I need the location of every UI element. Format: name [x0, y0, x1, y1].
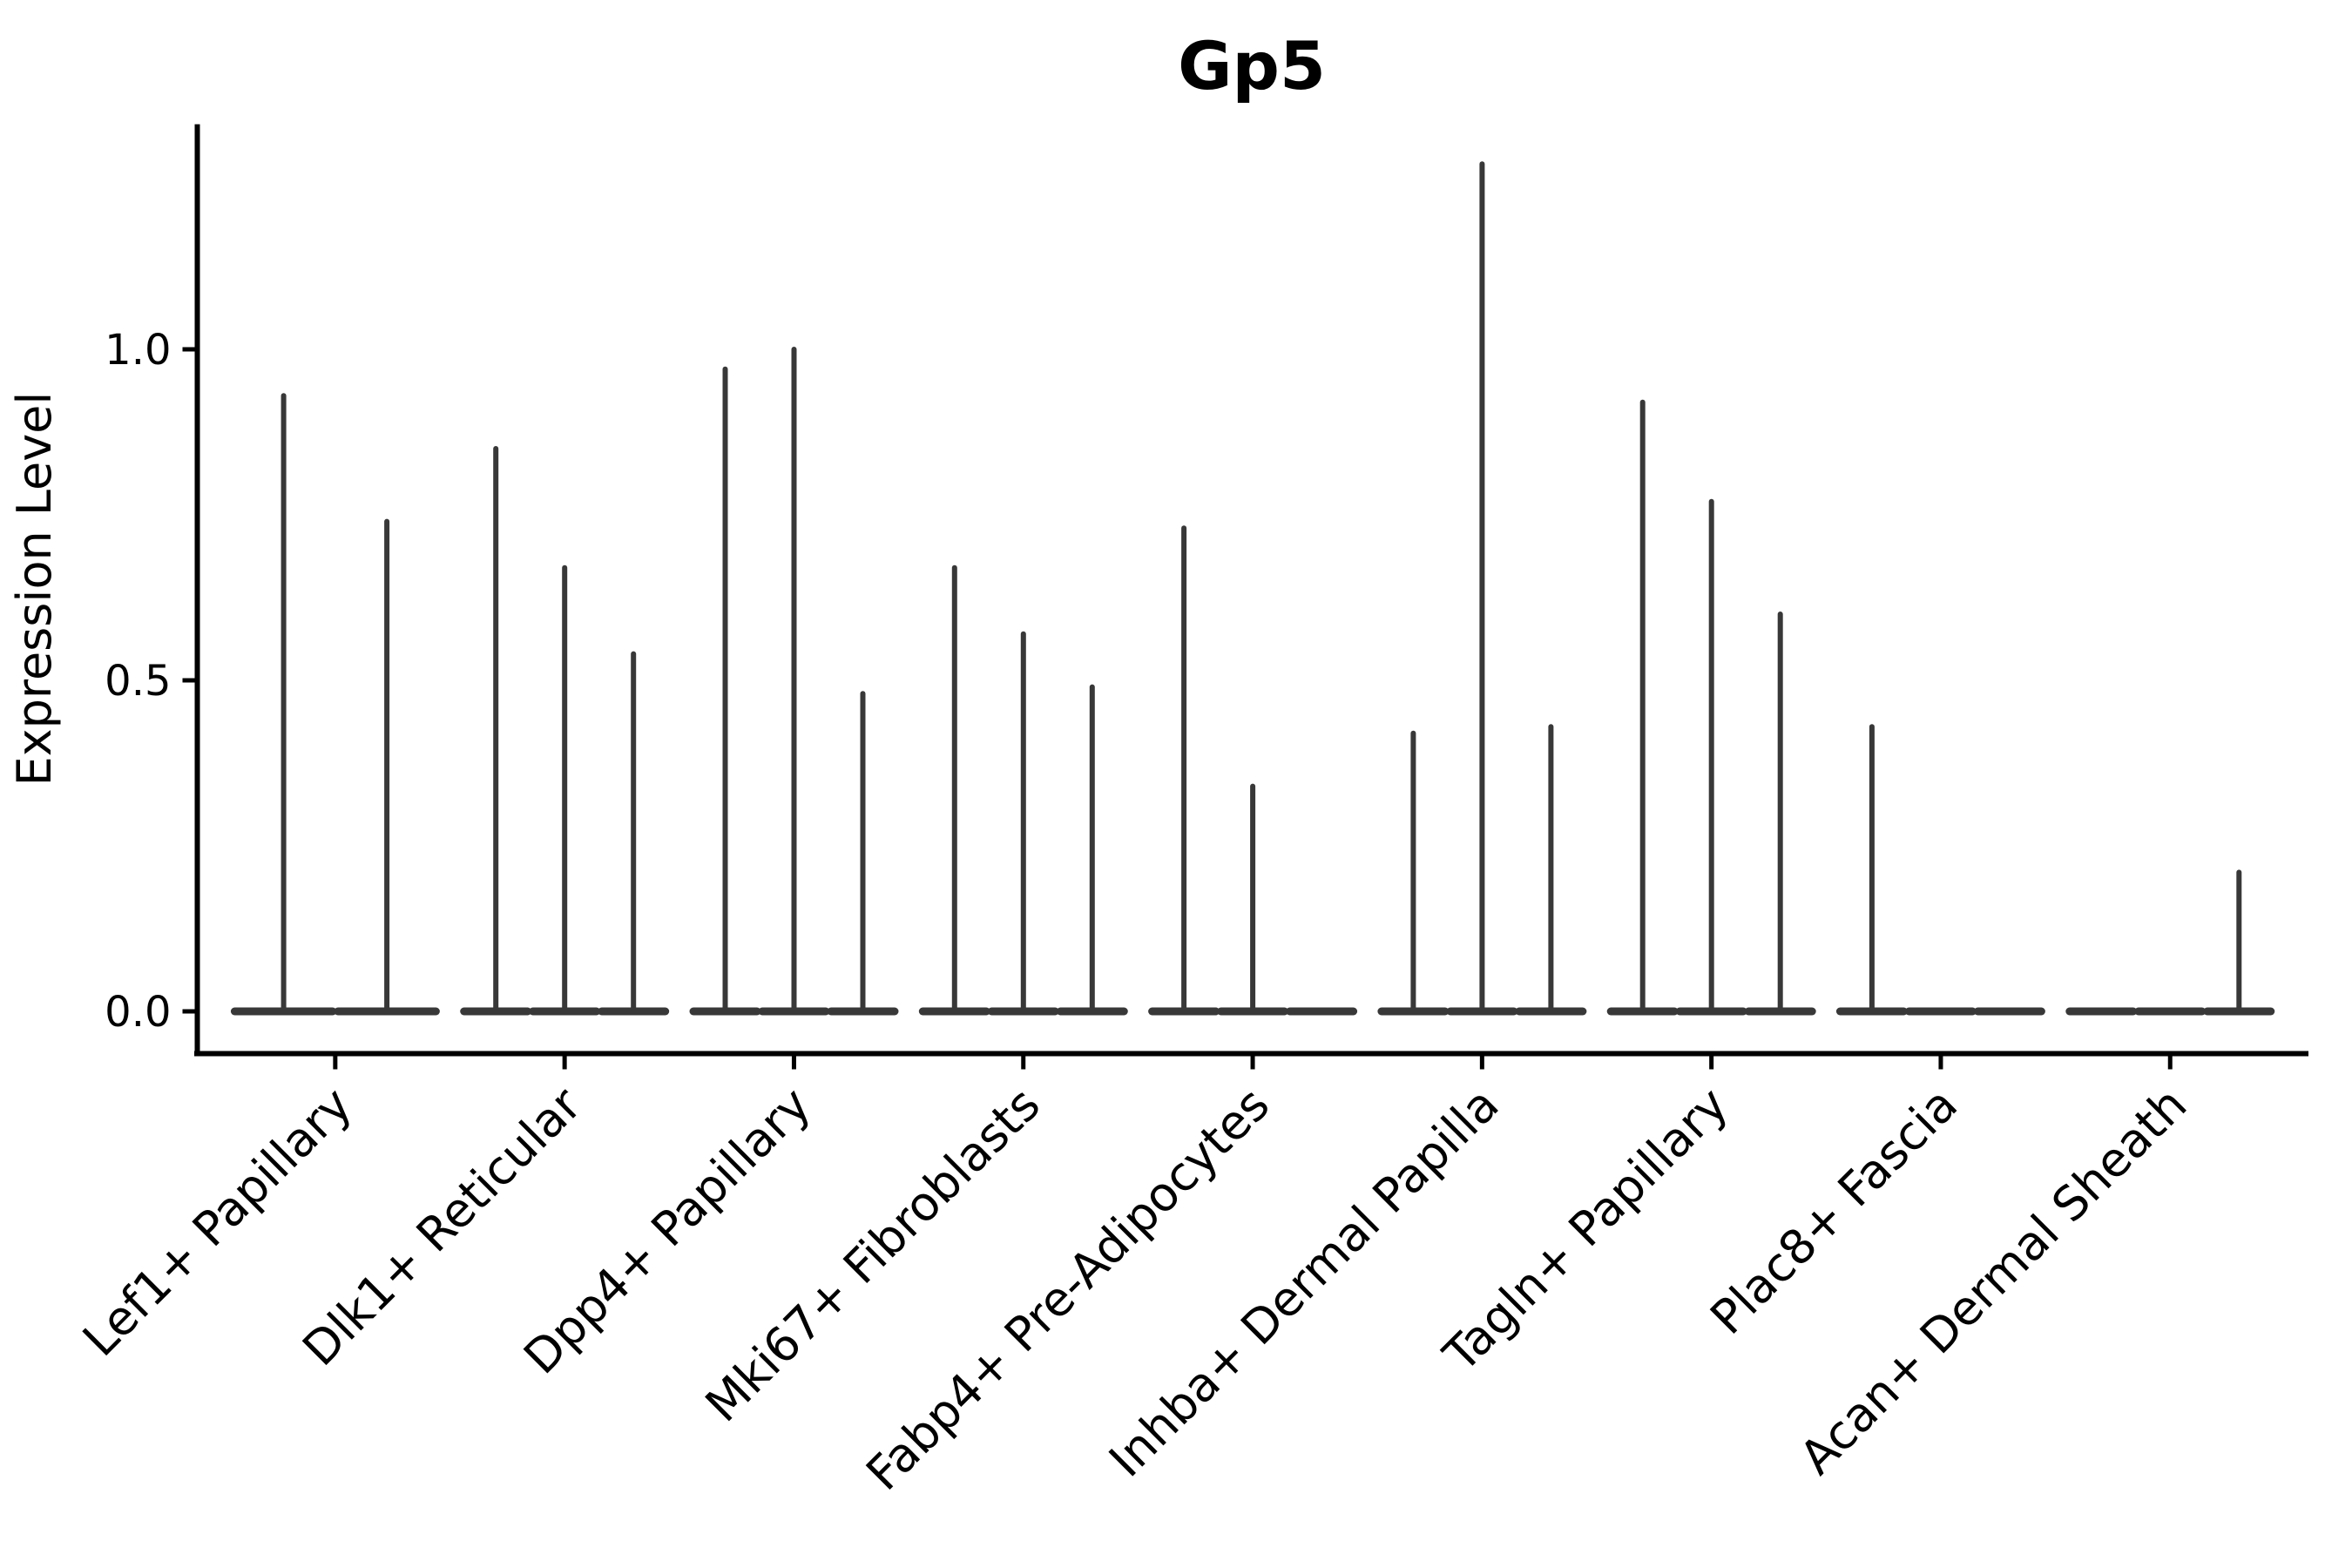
x-tick-label: Plac8+ Fascia: [1700, 1077, 1968, 1345]
y-tick-label: 1.0: [105, 326, 171, 375]
x-tick-label: Fabp4+ Pre-Adipocytes: [855, 1077, 1280, 1501]
x-tick-label: Acan+ Dermal Sheath: [1789, 1077, 2197, 1484]
y-tick-labels: 0.0 0.5 1.0: [105, 326, 171, 1037]
y-tick-label: 0.0: [105, 988, 171, 1037]
axes-layer: [182, 124, 2308, 1070]
x-tick-label: Inhba+ Dermal Papilla: [1098, 1077, 1509, 1487]
violins-layer: [230, 161, 2275, 1016]
chart-title: Gp5: [1178, 27, 1326, 105]
y-axis-label: Expression Level: [7, 392, 62, 787]
y-tick-label: 0.5: [105, 657, 171, 706]
